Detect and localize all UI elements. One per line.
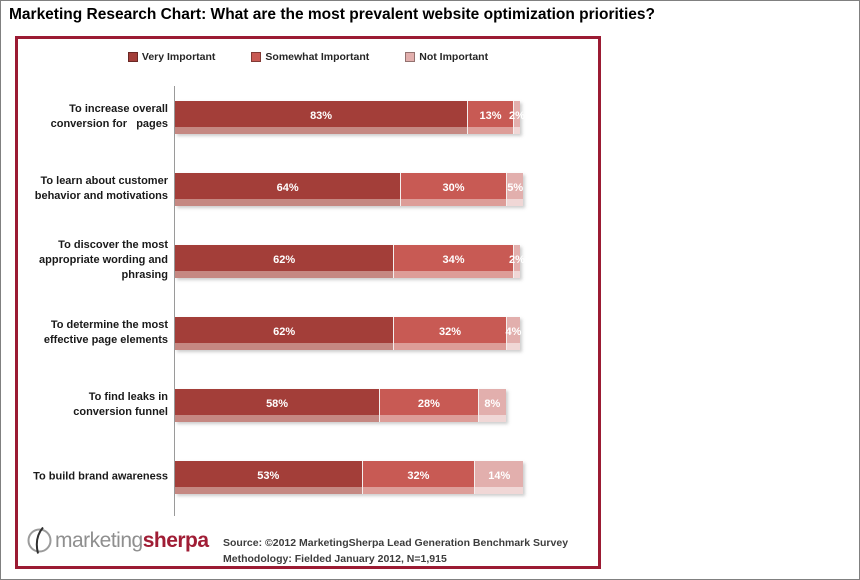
category-label-line: conversion for pages xyxy=(50,118,168,130)
category-label-line: behavior and motivations xyxy=(34,190,168,202)
category-label-line: To build brand awareness xyxy=(33,470,168,483)
stacked-bar: 83% 13% 2% xyxy=(175,101,525,134)
bar-segment-not-important: 2% xyxy=(509,101,525,134)
legend-swatch-somewhat-important xyxy=(251,52,262,62)
bar-segment-very-important: 83% xyxy=(175,101,468,134)
bar-segment-somewhat-important: 30% xyxy=(400,173,506,206)
chart-row: To determine the most effective page elem… xyxy=(18,305,598,377)
legend-swatch-very-important xyxy=(127,52,138,62)
stacked-bar: 53% 32% 14% xyxy=(175,461,524,494)
bar-segment-label: 13% xyxy=(479,109,502,122)
page-title: Marketing Research Chart: What are the m… xyxy=(9,6,655,23)
bar-segment-label: 28% xyxy=(417,397,440,410)
marketingsherpa-logo: marketingsherpa xyxy=(26,527,209,554)
source-text-line2: Methodology: Fielded January 2012, N=1,9… xyxy=(223,552,447,565)
legend-item-very-important: Very Important xyxy=(127,51,216,63)
source-text-line1: Source: ©2012 MarketingSherpa Lead Gener… xyxy=(223,537,569,549)
bar-segment-label: 58% xyxy=(266,397,289,410)
bar-segment-not-important: 2% xyxy=(509,245,525,278)
category-label-line: To learn about customer xyxy=(40,174,168,187)
bar-segment-very-important: 62% xyxy=(175,317,394,350)
footer: marketingsherpa Source: ©2012 MarketingS… xyxy=(18,525,598,565)
bar-segment-label: 53% xyxy=(257,469,280,482)
bar-segment-not-important: 8% xyxy=(477,389,506,422)
bar-segment-very-important: 62% xyxy=(175,245,394,278)
category-label-line: To discover the most xyxy=(58,239,168,252)
category-label: To find leaks in conversion funnel xyxy=(22,390,168,420)
chart-row: To increase overall conversion for pages 8… xyxy=(18,89,598,161)
bar-segment-label: 64% xyxy=(276,181,299,194)
bar-segment-label: 32% xyxy=(407,469,430,482)
bar-segment-label: 8% xyxy=(484,397,501,410)
chart-row: To find leaks in conversion funnel 58% 28% 8… xyxy=(18,377,598,449)
category-label: To build brand awareness xyxy=(22,469,168,484)
bar-segment-label: 32% xyxy=(439,325,462,338)
bar-segment-not-important: 4% xyxy=(505,317,522,350)
source-text: Source: ©2012 MarketingSherpa Lead Gener… xyxy=(223,536,568,568)
category-label: To determine the most effective page elem… xyxy=(22,318,168,348)
plot-rows: To increase overall conversion for pages 8… xyxy=(18,89,598,521)
bar-segment-label: 62% xyxy=(273,253,296,266)
category-label-line: phrasing xyxy=(121,269,168,282)
logo-text-sherpa: sherpa xyxy=(142,528,209,552)
bar-segment-very-important: 53% xyxy=(175,461,362,494)
bar-segment-label: 83% xyxy=(310,109,333,122)
category-label: To discover the most appropriate wording … xyxy=(22,238,168,284)
bar-segment-label: 2% xyxy=(508,109,525,122)
stacked-bar: 62% 32% 4% xyxy=(175,317,522,350)
bar-segment-somewhat-important: 32% xyxy=(393,317,506,350)
legend-item-not-important: Not Important xyxy=(405,51,488,63)
chart-panel: Very Important Somewhat Important Not Impo… xyxy=(15,36,601,569)
bar-segment-label: 62% xyxy=(273,325,296,338)
chart-row: To build brand awareness 53% 32% 14% xyxy=(18,449,598,521)
category-label-line: To determine the most xyxy=(50,318,168,331)
legend-swatch-not-important xyxy=(405,52,416,62)
legend-label: Not Important xyxy=(419,51,489,63)
bar-segment-label: 30% xyxy=(442,181,465,194)
logo-text: marketingsherpa xyxy=(55,529,209,553)
bar-segment-somewhat-important: 13% xyxy=(467,101,513,134)
bar-segment-somewhat-important: 32% xyxy=(361,461,475,494)
legend-item-somewhat-important: Somewhat Important xyxy=(251,51,369,63)
stacked-bar: 62% 34% 2% xyxy=(175,245,525,278)
bar-segment-somewhat-important: 28% xyxy=(379,389,478,422)
category-label-line: conversion funnel xyxy=(73,406,168,418)
category-label-line: To find leaks in xyxy=(88,390,168,403)
bar-segment-label: 4% xyxy=(505,325,522,338)
bar-segment-not-important: 14% xyxy=(474,461,524,494)
chart-row: To learn about customer behavior and moti… xyxy=(18,161,598,233)
bar-segment-very-important: 58% xyxy=(175,389,380,422)
category-label: To increase overall conversion for pages xyxy=(22,102,168,132)
logo-text-marketing: marketing xyxy=(55,528,143,552)
bar-segment-very-important: 64% xyxy=(175,173,401,206)
y-axis-line xyxy=(174,86,175,516)
bar-segment-not-important: 5% xyxy=(505,173,524,206)
category-label: To learn about customer behavior and moti… xyxy=(22,174,168,204)
stacked-bar: 64% 30% 5% xyxy=(175,173,524,206)
stacked-bar: 58% 28% 8% xyxy=(175,389,506,422)
bar-segment-label: 34% xyxy=(442,253,465,266)
bar-segment-label: 2% xyxy=(508,253,525,266)
bar-segment-label: 14% xyxy=(488,469,511,482)
logo-compass-icon xyxy=(27,527,52,554)
category-label-line: To increase overall xyxy=(69,102,168,115)
category-label-line: appropriate wording and xyxy=(39,254,168,267)
legend: Very Important Somewhat Important Not Impo… xyxy=(18,51,598,63)
bar-segment-somewhat-important: 34% xyxy=(393,245,513,278)
category-label-line: effective page elements xyxy=(43,334,168,346)
legend-label: Somewhat Important xyxy=(265,51,370,63)
bar-segment-label: 5% xyxy=(507,181,524,194)
chart-row: To discover the most appropriate wording … xyxy=(18,233,598,305)
legend-label: Very Important xyxy=(141,51,216,63)
